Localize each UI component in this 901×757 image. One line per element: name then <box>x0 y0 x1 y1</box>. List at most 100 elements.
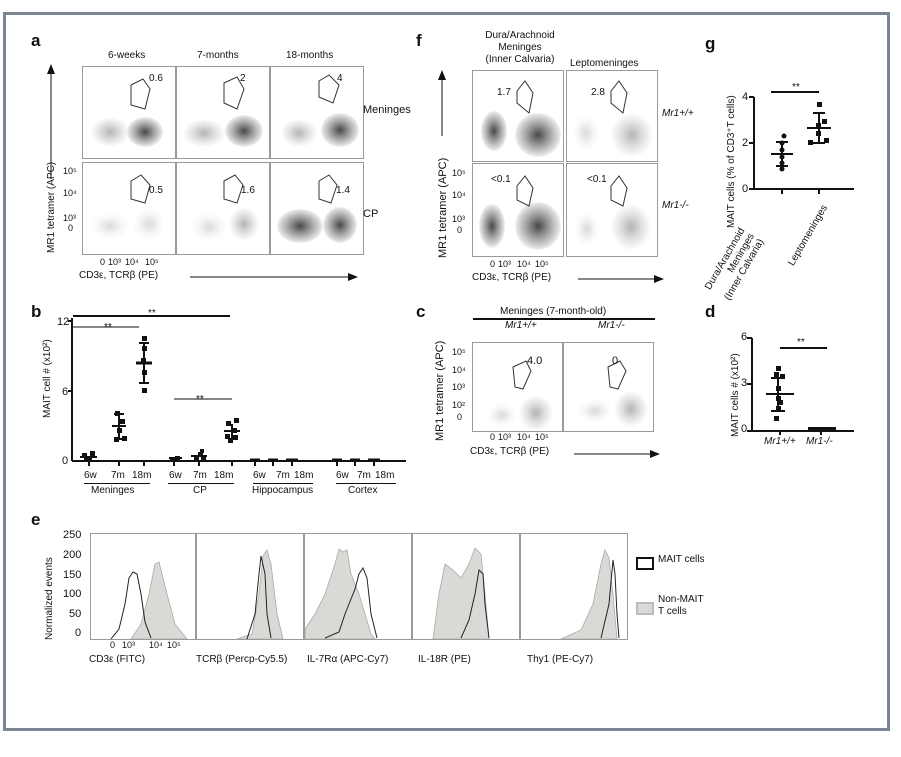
y-axis-label: MAIT cells # (x10²) <box>730 353 741 437</box>
y-tick: 100 <box>63 588 82 600</box>
x-tick: 10⁴ <box>517 259 531 269</box>
legend-swatch-non-mait <box>636 602 654 615</box>
genotype-label-ko: Mr1-/- <box>598 320 625 331</box>
x-tick: 10³ <box>498 259 512 269</box>
marker-label-thy1: Thy1 (PE-Cy7) <box>527 654 594 665</box>
y-axis-label: MAIT cell # (x10²) <box>42 339 53 418</box>
y-tick: 10² <box>452 400 466 410</box>
histogram-thy1 <box>520 533 628 640</box>
gate-value: 2.8 <box>591 87 605 98</box>
flow-plot-cp-18m: 1.4 <box>270 162 364 255</box>
gate-value: <0.1 <box>587 174 607 185</box>
x-tick: 10³ <box>498 432 512 442</box>
gate-icon <box>610 175 628 207</box>
gate-icon <box>130 78 151 110</box>
x-axis-label: CD3ε, TCRβ (PE) <box>470 446 550 457</box>
group-underline <box>168 483 234 484</box>
significance-label: ** <box>196 394 204 405</box>
x-tick: 0 <box>490 432 496 442</box>
histogram-cd3e <box>90 533 196 640</box>
x-tick: 0 <box>490 259 496 269</box>
scatter-plot-d <box>747 337 854 435</box>
histogram-tcrb <box>196 533 304 640</box>
y-tick: 200 <box>63 549 82 561</box>
y-tick: 10⁴ <box>63 188 77 198</box>
column-label-7-months: 7-months <box>197 50 239 61</box>
y-tick: 10³ <box>63 213 77 223</box>
y-tick: 250 <box>63 529 82 541</box>
genotype-label-wt: Mr1+/+ <box>505 320 537 331</box>
y-tick: 10⁴ <box>452 190 466 200</box>
gate-value: 0.6 <box>149 73 163 84</box>
y-tick: 0 <box>742 183 749 195</box>
y-axis-label: MR1 tetramer (APC) <box>434 340 446 441</box>
y-axis-label: MR1 tetramer (APC) <box>437 157 449 258</box>
group-label-hippocampus: Hippocampus <box>252 485 314 496</box>
histogram-il7ra <box>304 533 412 640</box>
scatter-plot-g <box>749 91 854 194</box>
y-tick: 0 <box>75 627 82 639</box>
group-underline <box>84 483 150 484</box>
x-tick: 10⁴ <box>517 432 531 442</box>
x-tick: 6w <box>169 470 182 481</box>
legend-label-non-mait: Non-MAIT T cells <box>658 594 704 617</box>
group-underline <box>336 483 396 484</box>
flow-plot-lepto-ko: <0.1 <box>566 163 658 257</box>
x-tick: 18m <box>294 470 314 481</box>
y-tick: 10⁵ <box>63 166 77 176</box>
gate-value: 2 <box>240 73 246 84</box>
panel-a-label: a <box>31 31 41 50</box>
x-axis-label: CD3ε, TCRβ (PE) <box>472 272 552 283</box>
x-tick: 10⁵ <box>145 257 159 267</box>
x-tick: 10⁵ <box>167 640 181 650</box>
legend-label-mait: MAIT cells <box>658 554 705 565</box>
panel-b-label: b <box>31 302 42 321</box>
significance-label: ** <box>797 337 805 348</box>
column-label-dura: Dura/Arachnoid Meninges (Inner Calvaria) <box>485 30 555 65</box>
flow-plot-cp-7m: 1.6 <box>176 162 270 255</box>
panel-c-label: c <box>416 302 426 321</box>
marker-label-cd3e: CD3ε (FITC) <box>89 654 146 665</box>
x-tick: 18m <box>132 470 152 481</box>
panel-f-label: f <box>416 31 422 50</box>
x-tick: 7m <box>357 470 371 481</box>
y-axis-label: Normalized events <box>44 557 55 640</box>
x-tick: 7m <box>111 470 125 481</box>
gate-value: 0.5 <box>149 185 163 196</box>
title-underline <box>473 318 655 320</box>
panel-g-label: g <box>705 34 716 53</box>
gate-value: 4 <box>337 73 343 84</box>
gate-value: <0.1 <box>491 174 511 185</box>
y-axis-label: MR1 tetramer (APC) <box>46 161 57 253</box>
panel-e-label: e <box>31 510 41 529</box>
x-tick: 0 <box>110 640 116 650</box>
row-label-meninges: Meninges <box>363 104 411 116</box>
flow-plot-c-wt: 4.0 <box>472 342 563 432</box>
gate-value: 4.0 <box>527 355 543 367</box>
x-tick: 6w <box>336 470 349 481</box>
group-label-cp: CP <box>193 485 207 496</box>
column-label-6-weeks: 6-weeks <box>108 50 146 61</box>
histogram-il18r <box>412 533 520 640</box>
flow-plot-meninges-18m: 4 <box>270 66 364 159</box>
y-tick: 4 <box>742 91 749 103</box>
x-axis-arrow-icon <box>578 275 664 283</box>
y-tick: 10⁴ <box>452 365 466 375</box>
significance-label: ** <box>148 308 156 319</box>
y-tick: 0 <box>457 225 463 235</box>
y-tick: 10⁵ <box>452 347 466 357</box>
y-tick: 0 <box>68 223 74 233</box>
flow-plot-meninges-7m: 2 <box>176 66 270 159</box>
x-tick: 18m <box>375 470 395 481</box>
x-axis-arrow-icon <box>574 450 660 458</box>
panel-d-label: d <box>705 302 716 321</box>
y-tick: 150 <box>63 569 82 581</box>
gate-value: 1.7 <box>497 87 511 98</box>
gate-value: 1.6 <box>241 185 255 196</box>
gate-icon <box>318 174 338 204</box>
gate-icon <box>318 74 340 104</box>
flow-plot-dura-ko: <0.1 <box>472 163 564 257</box>
gate-icon <box>223 174 244 204</box>
x-tick: 18m <box>214 470 234 481</box>
x-tick: 7m <box>193 470 207 481</box>
